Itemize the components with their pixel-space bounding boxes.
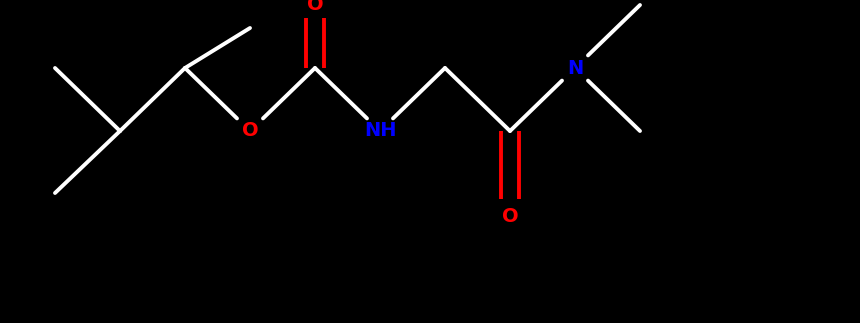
Text: O: O — [242, 121, 258, 141]
Text: O: O — [307, 0, 323, 15]
Text: N: N — [567, 58, 583, 78]
Text: O: O — [501, 206, 519, 225]
Text: NH: NH — [364, 121, 396, 141]
